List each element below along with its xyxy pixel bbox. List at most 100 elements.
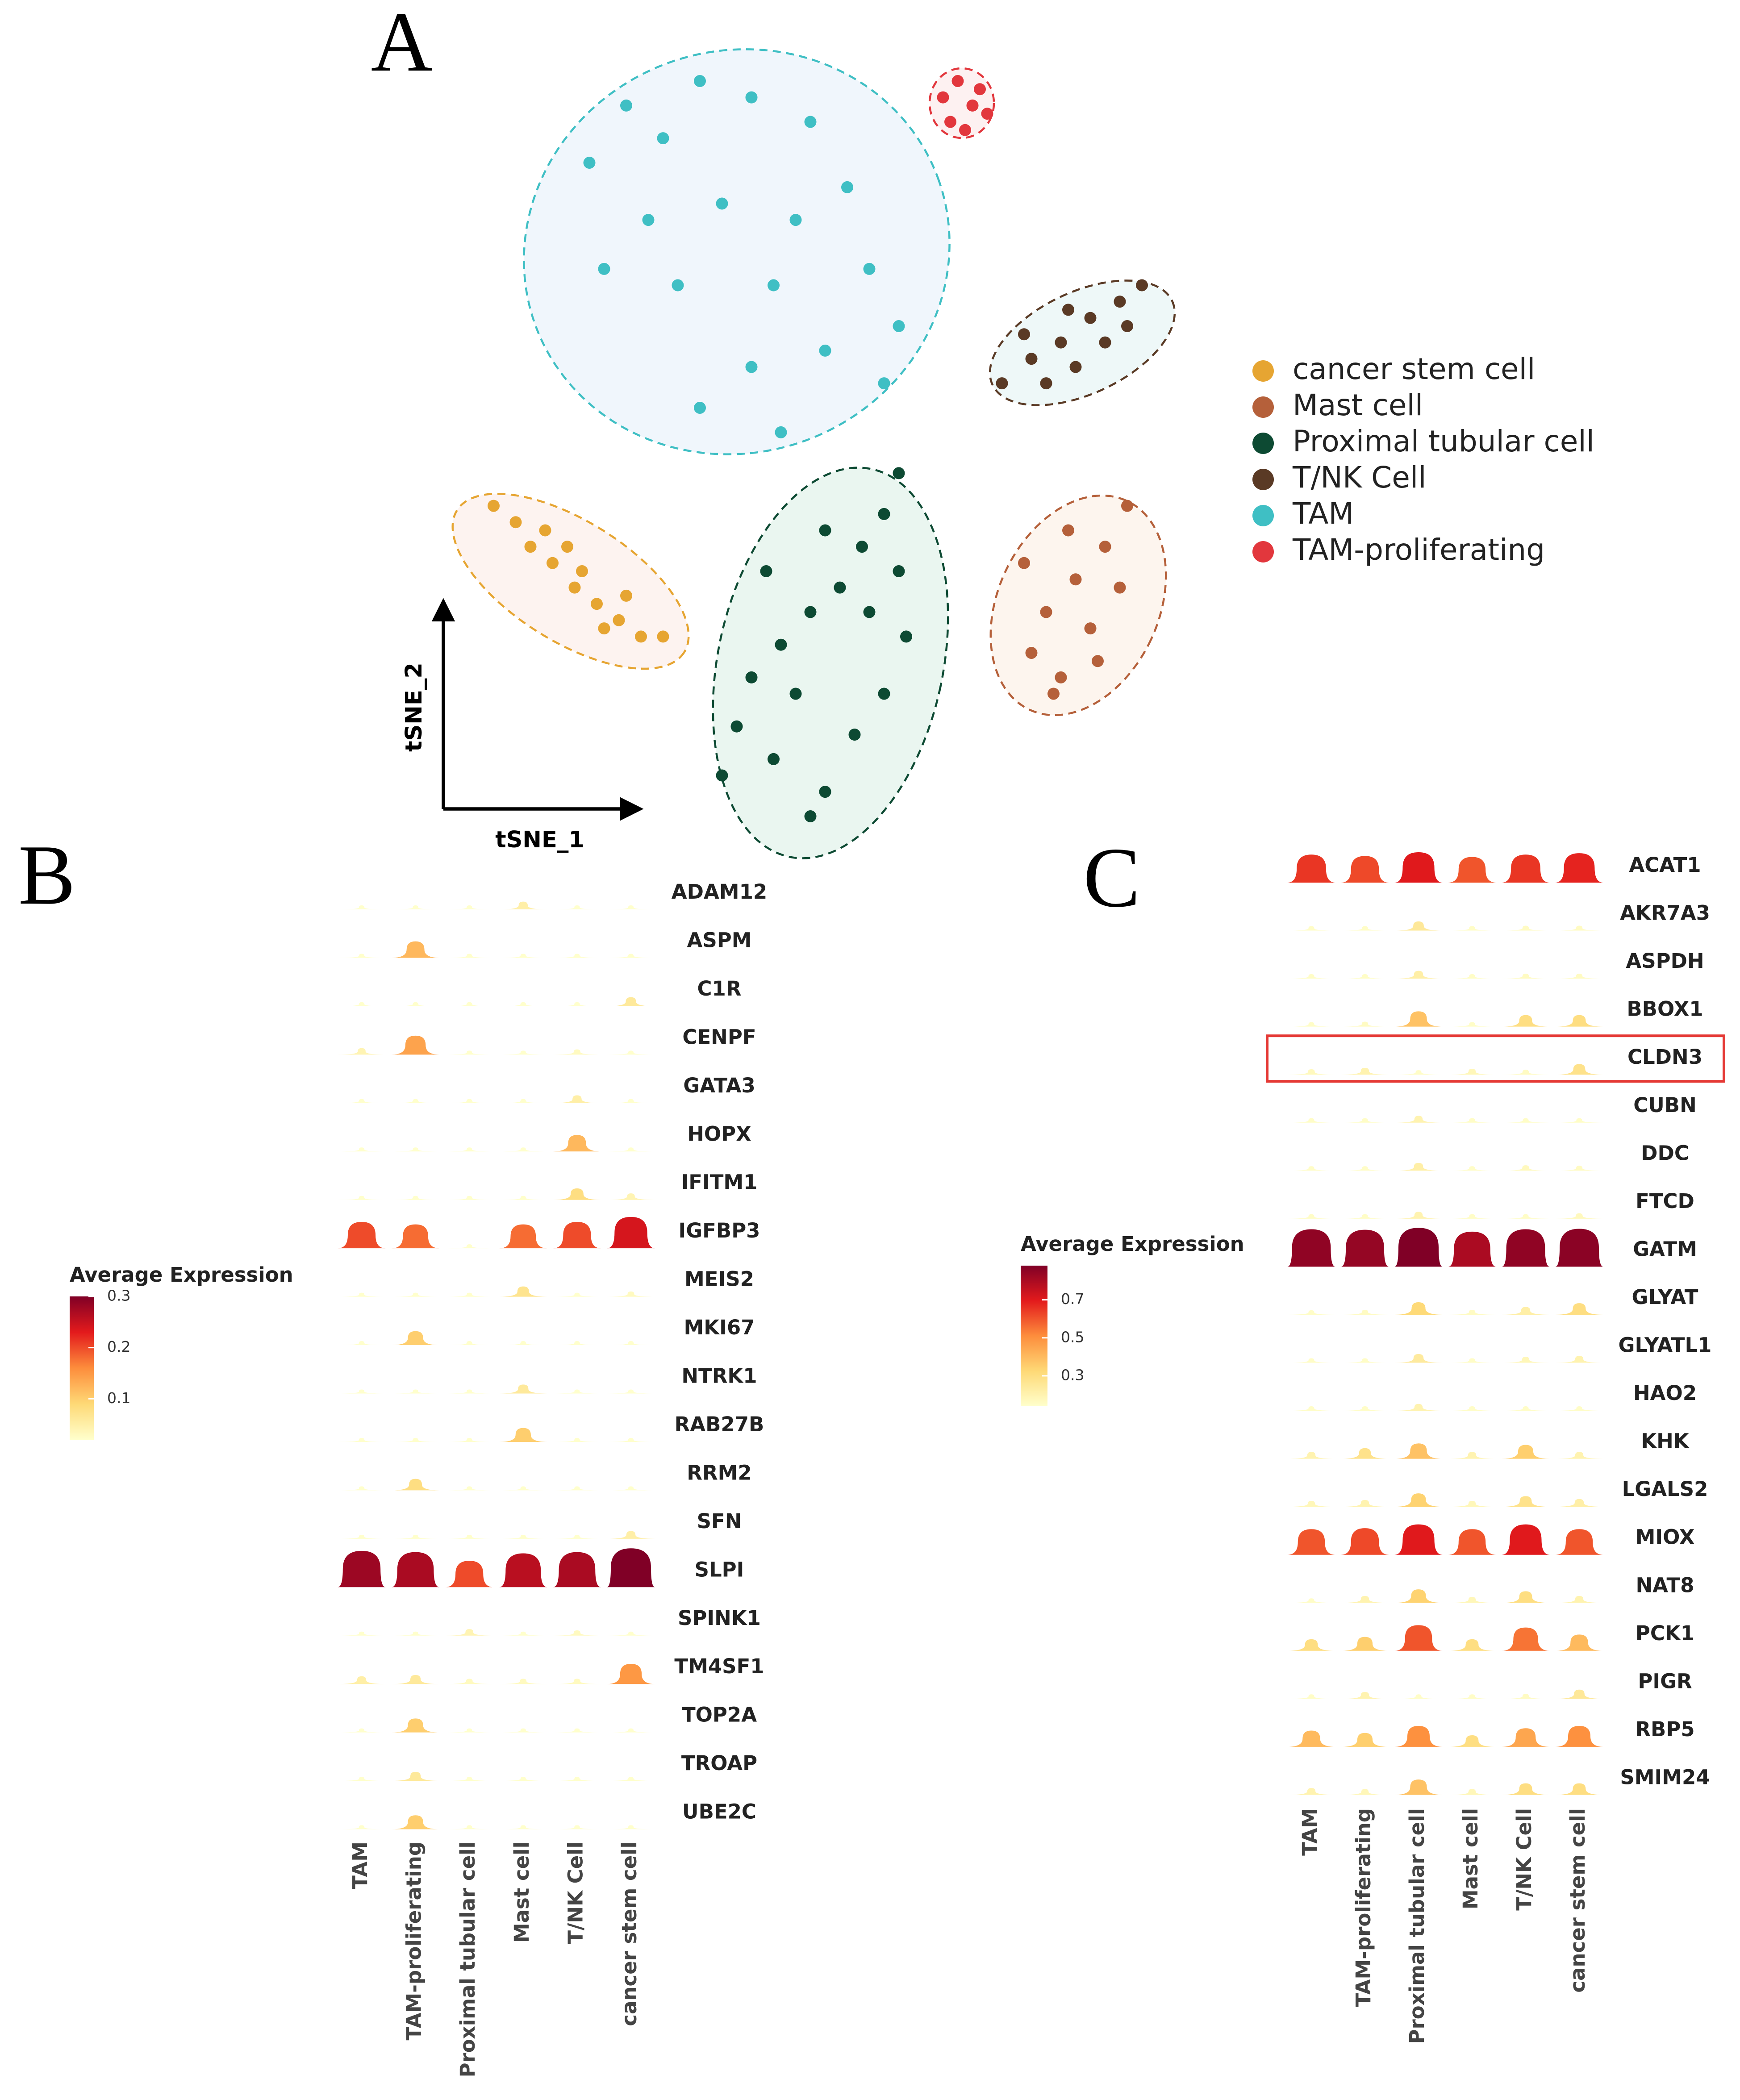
column-label: cancer stem cell	[618, 1842, 641, 2026]
violin	[1287, 1639, 1335, 1651]
violin	[499, 1384, 547, 1394]
violin	[553, 1825, 601, 1829]
violin	[499, 1679, 547, 1684]
violin	[553, 1002, 601, 1006]
cell-point	[561, 541, 573, 553]
cell-point	[598, 262, 610, 275]
cell-point	[1099, 336, 1111, 349]
gene-label: AKR7A3	[1620, 901, 1710, 925]
cell-point	[1025, 647, 1038, 659]
cell-point	[591, 598, 603, 610]
cluster-outline	[989, 279, 1176, 406]
legend-swatch	[1252, 433, 1274, 454]
legend-label: cancer stem cell	[1293, 352, 1535, 386]
violin	[1448, 1529, 1496, 1555]
y-axis-label: tSNE_2	[401, 662, 427, 752]
violin	[338, 1147, 386, 1152]
gene-label: RBP5	[1635, 1717, 1694, 1741]
violin	[1555, 1356, 1603, 1363]
violin	[499, 1002, 547, 1006]
violin	[553, 1188, 601, 1200]
cluster-outline	[523, 48, 951, 455]
colorbar-tick-label: 0.5	[1061, 1328, 1084, 1346]
violin	[445, 954, 494, 958]
violin	[445, 1825, 494, 1829]
violin	[553, 954, 601, 958]
colorbar	[1021, 1266, 1047, 1406]
violin	[1502, 1307, 1550, 1315]
violin	[338, 1825, 386, 1829]
cell-point	[834, 581, 846, 594]
legend-label: Mast cell	[1293, 388, 1423, 422]
violin	[553, 905, 601, 909]
violin	[607, 1050, 655, 1055]
gene-label: GLYAT	[1632, 1285, 1698, 1309]
cell-point	[509, 516, 522, 529]
cell-point	[1062, 304, 1074, 316]
legend-swatch	[1252, 541, 1274, 562]
violin	[607, 1777, 655, 1781]
violin	[1502, 1627, 1550, 1651]
violin	[607, 1631, 655, 1636]
violin	[445, 1679, 494, 1684]
gene-label: PIGR	[1638, 1669, 1692, 1693]
violin	[553, 1552, 601, 1588]
violin	[1555, 1406, 1603, 1411]
cell-point	[760, 565, 772, 577]
violin	[338, 1676, 386, 1684]
cell-point	[768, 753, 780, 765]
cell-point	[893, 467, 905, 479]
violin	[1448, 1639, 1496, 1651]
violin	[1502, 1783, 1550, 1795]
violin	[499, 1777, 547, 1781]
cluster-outline	[712, 467, 949, 859]
violin	[1502, 925, 1550, 931]
violin	[1394, 1443, 1443, 1459]
violin	[1502, 1118, 1550, 1123]
cluster-outline	[451, 492, 690, 670]
violin	[1341, 1596, 1389, 1603]
violin	[1341, 1067, 1389, 1075]
violin	[338, 1486, 386, 1491]
cell-point	[488, 500, 500, 512]
violin	[1341, 1309, 1389, 1315]
violin	[391, 1002, 440, 1006]
legend-label: T/NK Cell	[1292, 460, 1427, 495]
violin	[1555, 1634, 1603, 1651]
violin	[1394, 971, 1443, 979]
colorbar-tick-label: 0.3	[1061, 1366, 1084, 1383]
gene-label: DDC	[1641, 1141, 1689, 1165]
violin	[553, 1486, 601, 1491]
violin	[1555, 1499, 1603, 1507]
violin	[1394, 1070, 1443, 1075]
cell-point	[635, 630, 647, 643]
gene-label: CENPF	[682, 1025, 756, 1049]
cell-point	[900, 630, 912, 643]
violin	[499, 954, 547, 958]
panel-label: B	[18, 827, 75, 922]
violin	[1394, 1011, 1443, 1027]
violin	[391, 1292, 440, 1297]
violin	[553, 1438, 601, 1442]
violin	[1448, 1735, 1496, 1747]
violin	[1448, 1694, 1496, 1699]
cell-point	[841, 181, 853, 193]
violin	[391, 1675, 440, 1684]
violin	[1555, 1783, 1603, 1795]
violin	[499, 1428, 547, 1442]
violin	[1555, 1166, 1603, 1171]
cell-point	[819, 524, 831, 537]
violin	[553, 1341, 601, 1346]
violin	[1555, 1452, 1603, 1459]
violin	[338, 1389, 386, 1394]
violin	[1448, 926, 1496, 931]
gene-label: GATA3	[683, 1074, 755, 1097]
violin	[1502, 854, 1550, 883]
cell-point	[863, 262, 876, 275]
violin	[1448, 1118, 1496, 1123]
column-label: T/NK Cell	[563, 1842, 587, 1944]
violin	[499, 1050, 547, 1055]
violin	[1287, 1118, 1335, 1123]
violin	[1287, 1069, 1335, 1075]
